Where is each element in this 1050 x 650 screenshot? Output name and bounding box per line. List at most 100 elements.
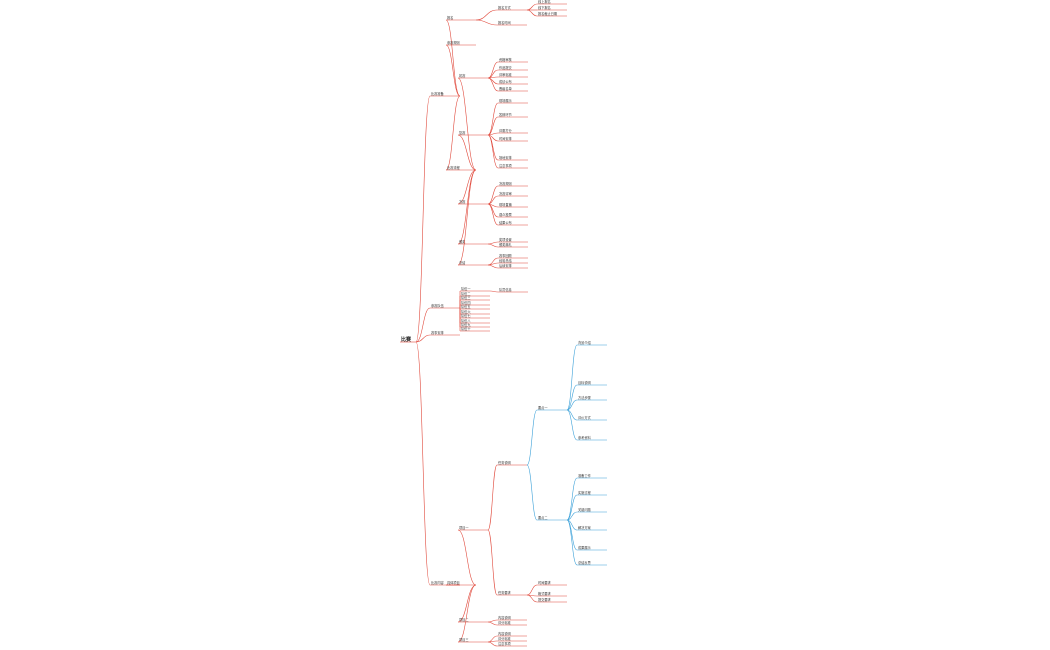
node-label: 复赛	[459, 130, 466, 135]
connector	[566, 399, 578, 411]
connector	[487, 264, 499, 269]
node-label: 项目二	[459, 618, 469, 622]
connector	[457, 134, 477, 171]
node-label: 队伍四	[461, 300, 471, 305]
node-label: 注意事项	[499, 163, 513, 168]
connector	[457, 584, 477, 623]
node-label: 比赛准备	[431, 91, 445, 96]
connector	[487, 621, 498, 626]
node-label: 报名方式	[498, 5, 512, 10]
connector	[487, 134, 499, 169]
node-label: 参赛规则	[447, 40, 460, 45]
node-label: 决赛评审	[499, 191, 512, 196]
node-label: 任务要求	[498, 590, 512, 595]
connector	[445, 95, 461, 171]
node-label: 作品提交	[499, 65, 513, 70]
connector	[415, 307, 431, 343]
node-label: 要点一	[538, 405, 548, 410]
connector	[487, 195, 499, 205]
connector	[487, 619, 498, 623]
connector	[457, 169, 477, 205]
connector	[566, 409, 578, 421]
node-label: 内容说明	[498, 631, 511, 636]
node-label: 评分标准	[498, 620, 512, 625]
node-label: 任务说明	[498, 460, 511, 465]
connector	[526, 409, 538, 466]
node-label: 晋级名单	[499, 86, 513, 91]
node-label: 成果展示	[578, 545, 591, 550]
node-label: 比赛流程	[447, 165, 461, 170]
connector	[489, 290, 499, 293]
node-label: 队伍八	[461, 318, 471, 323]
connector	[415, 334, 431, 343]
node-label: 队伍二	[461, 291, 471, 296]
node-label: 队伍九	[461, 322, 471, 327]
node-label: 现场直播	[499, 202, 513, 207]
node-label: 时间要求	[538, 580, 552, 585]
connector	[566, 519, 578, 566]
node-label: 准备工作	[578, 473, 592, 478]
connector	[445, 19, 461, 97]
node-label: 解决方案	[578, 525, 592, 530]
connector	[487, 641, 498, 647]
node-label: 队员信息	[499, 287, 512, 292]
node-label: 内容说明	[498, 615, 511, 620]
node-label: 队伍六	[461, 309, 471, 314]
root-label: 比赛	[401, 336, 412, 343]
connector	[487, 134, 499, 142]
connector	[487, 529, 498, 596]
connector	[457, 169, 477, 266]
node-label: 评委打分	[499, 128, 513, 133]
connector	[487, 134, 499, 161]
connector	[457, 169, 477, 245]
connector	[566, 409, 578, 441]
connector	[487, 102, 499, 136]
node-label: 项目一	[459, 526, 469, 530]
node-label: 参赛队伍	[431, 303, 445, 308]
node-label: 方法步骤	[578, 395, 592, 400]
node-label: 结果公布	[499, 220, 512, 225]
node-label: 评审标准	[499, 72, 513, 77]
node-label: 后续安排	[499, 263, 513, 268]
connector	[526, 464, 538, 521]
node-label: 赛事安排	[431, 330, 445, 335]
node-label: 格式要求	[538, 591, 552, 596]
connector	[566, 511, 578, 521]
node-label: 队伍三	[461, 295, 471, 300]
node-label: 报名时间	[498, 20, 511, 25]
connector	[526, 594, 538, 603]
connector	[445, 44, 461, 97]
connector	[487, 116, 499, 136]
node-label: 报名截止日期	[538, 11, 557, 16]
connector	[457, 584, 477, 643]
node-label: 答辩环节	[499, 112, 513, 117]
node-label: 经验总结	[499, 258, 512, 263]
node-label: 资格审核	[499, 57, 513, 62]
connector	[415, 95, 431, 343]
node-label: 初赛	[459, 73, 466, 78]
node-label: 总结	[459, 260, 465, 265]
connector	[457, 529, 477, 586]
connector	[566, 477, 578, 521]
connector	[566, 384, 578, 411]
connector	[526, 3, 538, 11]
node-label: 总结反思	[578, 560, 592, 565]
connector	[487, 77, 499, 92]
node-label: 提交要求	[538, 597, 552, 602]
node-label: 线下报名	[538, 5, 551, 10]
connector	[475, 19, 498, 26]
node-label: 关键问题	[578, 507, 592, 512]
node-label: 队伍十	[461, 326, 471, 331]
connector	[475, 9, 498, 21]
node-label: 评分标准	[498, 636, 512, 641]
connector	[415, 341, 431, 586]
node-label: 线上报名	[538, 0, 551, 4]
node-label: 目标说明	[578, 380, 591, 385]
node-label: 现场展示	[499, 98, 512, 103]
node-label: 观众投票	[499, 212, 513, 217]
node-label: 颁奖	[459, 239, 466, 244]
node-label: 决赛规则	[499, 181, 512, 186]
node-label: 项目三	[459, 638, 469, 642]
